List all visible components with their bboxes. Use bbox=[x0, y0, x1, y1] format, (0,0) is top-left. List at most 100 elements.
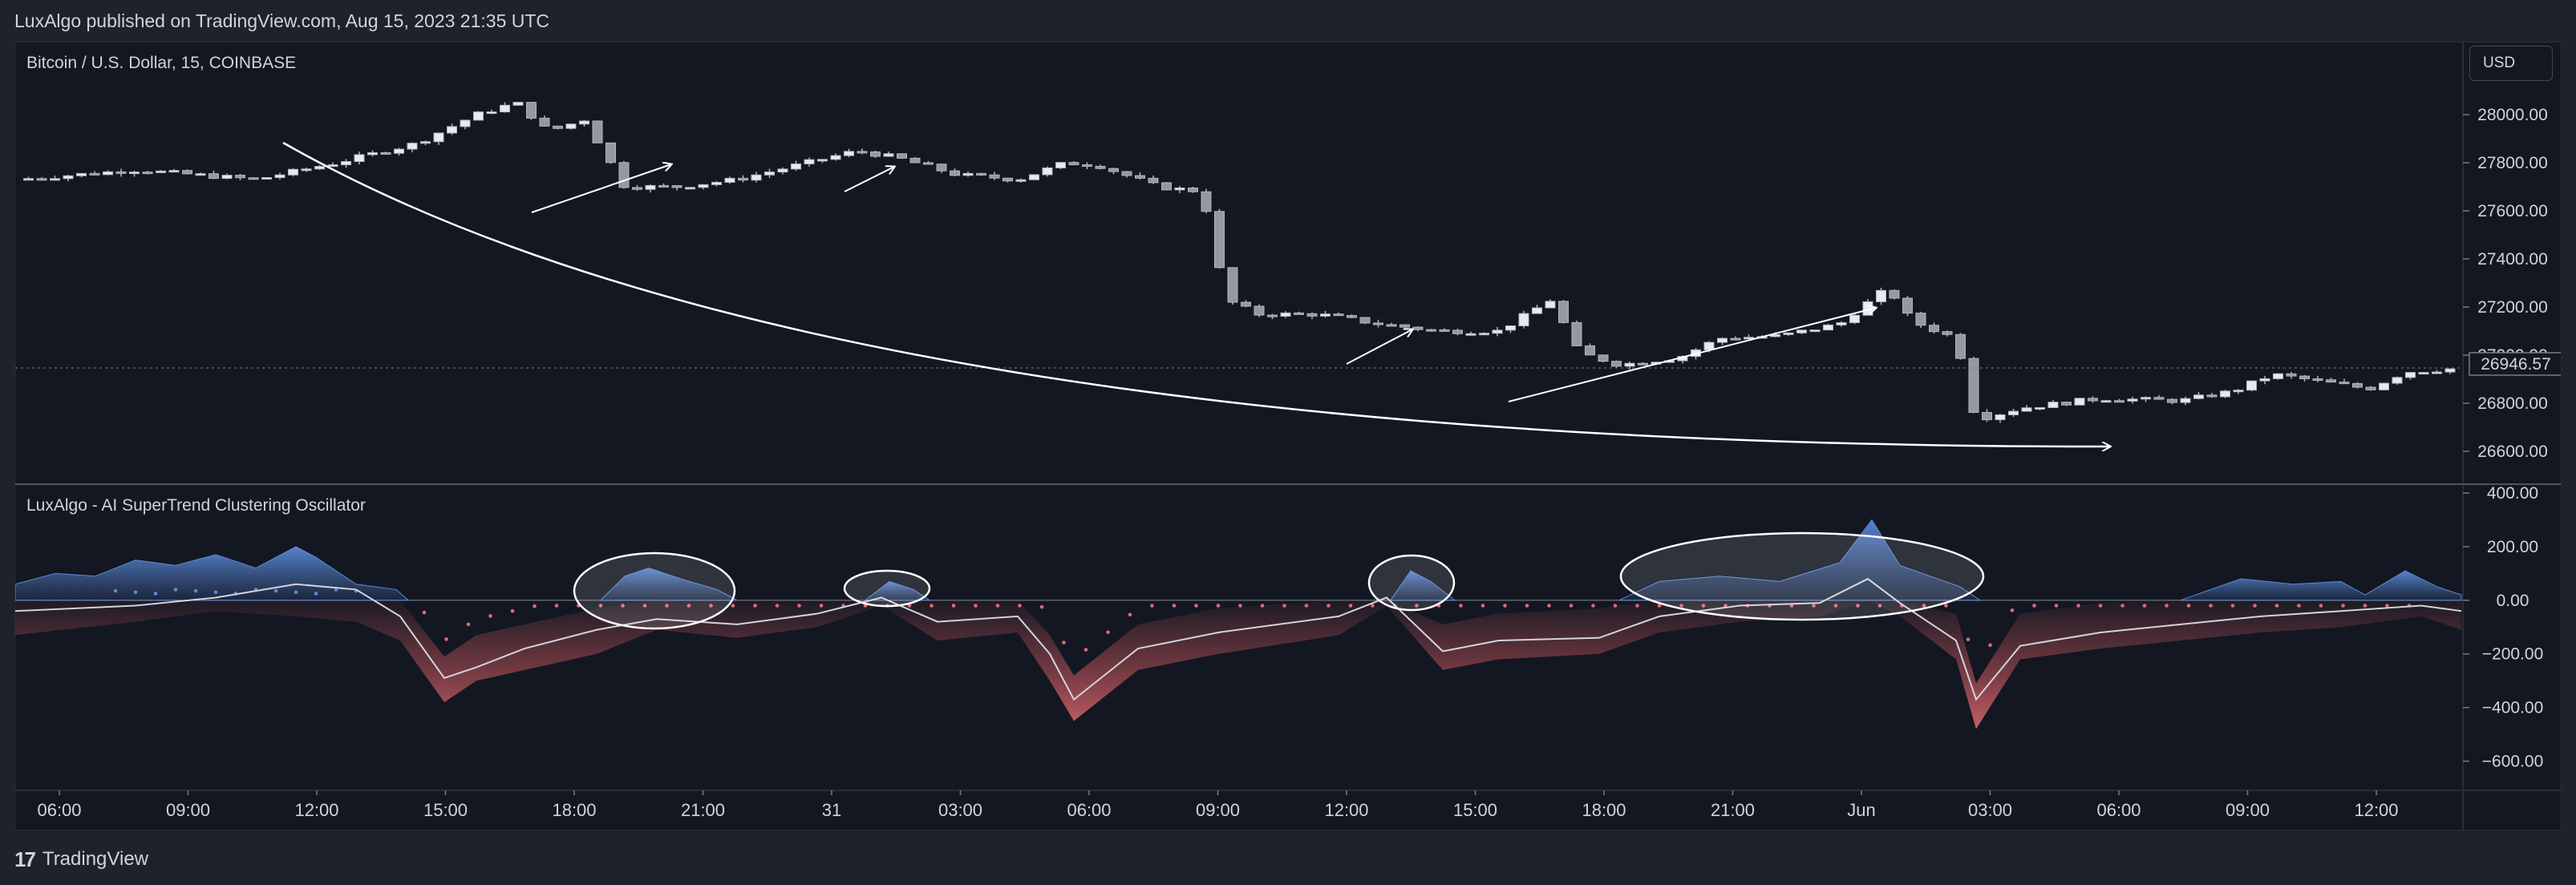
trail-dot bbox=[1812, 604, 1816, 608]
candle bbox=[512, 101, 524, 106]
trail-dot bbox=[1856, 604, 1860, 608]
candle bbox=[2405, 372, 2416, 380]
candle bbox=[1849, 313, 1860, 325]
highlight-ellipse-3 bbox=[1367, 554, 1456, 612]
candle bbox=[1744, 334, 1754, 340]
osc-axis-label: 400.00 bbox=[2487, 484, 2538, 503]
trail-dot bbox=[1944, 604, 1948, 608]
chart-canvas[interactable]: 28000.00 27800.00 27600.00 27400.00 27200.00… bbox=[15, 42, 2562, 830]
candle bbox=[2432, 370, 2442, 374]
trail-dot bbox=[294, 590, 298, 595]
trail-dot bbox=[974, 604, 978, 608]
candle bbox=[1121, 171, 1132, 178]
candle bbox=[2100, 399, 2112, 403]
candle bbox=[1029, 174, 1039, 180]
trail-dot bbox=[642, 604, 647, 608]
candle bbox=[989, 172, 1000, 180]
time-axis-label: 15:00 bbox=[423, 800, 468, 820]
candle bbox=[539, 115, 550, 127]
trail-dot bbox=[951, 604, 956, 608]
candle bbox=[2352, 382, 2363, 389]
trail-dot bbox=[444, 637, 448, 641]
chart-frame[interactable]: 28000.00 27800.00 27600.00 27400.00 27200.00… bbox=[14, 42, 2562, 830]
candle bbox=[1068, 160, 1079, 166]
candle bbox=[2418, 372, 2429, 375]
candle bbox=[1333, 312, 1344, 317]
candle bbox=[89, 171, 100, 176]
trail-dot bbox=[1282, 604, 1286, 608]
price-pane-title: Bitcoin / U.S. Dollar, 15, COINBASE bbox=[26, 54, 297, 72]
candle bbox=[103, 170, 113, 176]
trail-dot bbox=[2010, 608, 2015, 612]
time-axis-label: 03:00 bbox=[938, 800, 982, 820]
candle bbox=[579, 119, 589, 127]
candle bbox=[1902, 296, 1913, 317]
candle bbox=[1108, 168, 1119, 175]
time-axis-label: 12:00 bbox=[2354, 800, 2398, 820]
candle bbox=[2259, 375, 2270, 385]
price-axis-label: 26800.00 bbox=[2477, 394, 2548, 413]
bull-cluster-area bbox=[864, 580, 931, 601]
candle bbox=[764, 168, 775, 178]
candle bbox=[2365, 386, 2376, 391]
candle bbox=[897, 153, 907, 160]
candle bbox=[962, 171, 974, 177]
candle bbox=[1995, 414, 2006, 423]
candle bbox=[1002, 177, 1013, 183]
candle bbox=[1545, 299, 1556, 309]
candle bbox=[857, 148, 868, 155]
trail-dot bbox=[2297, 604, 2301, 608]
candle bbox=[1161, 182, 1172, 191]
candle bbox=[671, 185, 682, 191]
candle bbox=[2141, 396, 2151, 402]
trail-dot bbox=[1613, 604, 1618, 608]
price-axis-label: 27600.00 bbox=[2477, 202, 2548, 220]
trail-dot bbox=[2253, 604, 2257, 608]
candle bbox=[500, 102, 510, 113]
candle bbox=[711, 180, 722, 187]
candle bbox=[817, 159, 828, 164]
time-axis-label: 31 bbox=[822, 800, 841, 820]
candle bbox=[685, 187, 695, 190]
time-axis-label: 06:00 bbox=[2096, 800, 2141, 820]
candle bbox=[1082, 162, 1092, 170]
candle bbox=[1968, 356, 1979, 414]
candle bbox=[2392, 376, 2403, 386]
currency-button[interactable]: USD bbox=[2469, 46, 2553, 81]
time-axis-label: 18:00 bbox=[1582, 800, 1626, 820]
trail-dot bbox=[687, 604, 691, 608]
candle bbox=[1214, 208, 1225, 269]
oscillator-pane[interactable] bbox=[15, 519, 2463, 729]
candle bbox=[645, 184, 656, 193]
candle bbox=[936, 163, 947, 173]
candle bbox=[235, 173, 245, 180]
candle bbox=[261, 176, 272, 180]
trail-dot bbox=[1216, 604, 1221, 608]
candle bbox=[1585, 343, 1595, 356]
price-pane[interactable] bbox=[15, 101, 2463, 423]
candle bbox=[2074, 398, 2085, 406]
oscillator-pane-title: LuxAlgo - AI SuperTrend Clustering Oscil… bbox=[26, 496, 366, 515]
candle bbox=[2220, 390, 2230, 398]
trail-dot bbox=[1635, 604, 1639, 608]
candle bbox=[2326, 378, 2336, 383]
candle bbox=[1174, 185, 1185, 193]
trail-dot bbox=[1326, 604, 1331, 608]
candle bbox=[738, 175, 748, 183]
osc-axis-label: 0.00 bbox=[2497, 592, 2529, 610]
candle bbox=[2088, 396, 2098, 403]
trail-dot bbox=[2186, 604, 2191, 608]
candle bbox=[1201, 188, 1212, 214]
candle bbox=[618, 160, 630, 189]
trail-dot bbox=[1018, 604, 1022, 608]
trail-dot bbox=[2363, 604, 2367, 608]
trail-dot bbox=[1547, 604, 1551, 608]
candle bbox=[1227, 267, 1238, 305]
trail-dot bbox=[1723, 604, 1727, 608]
trail-dot bbox=[533, 604, 537, 608]
candle bbox=[526, 102, 537, 120]
trail-dot bbox=[2076, 604, 2080, 608]
time-axis-label: 03:00 bbox=[1968, 800, 2012, 820]
candle bbox=[1135, 172, 1145, 180]
bull-cluster-area bbox=[2180, 570, 2462, 601]
